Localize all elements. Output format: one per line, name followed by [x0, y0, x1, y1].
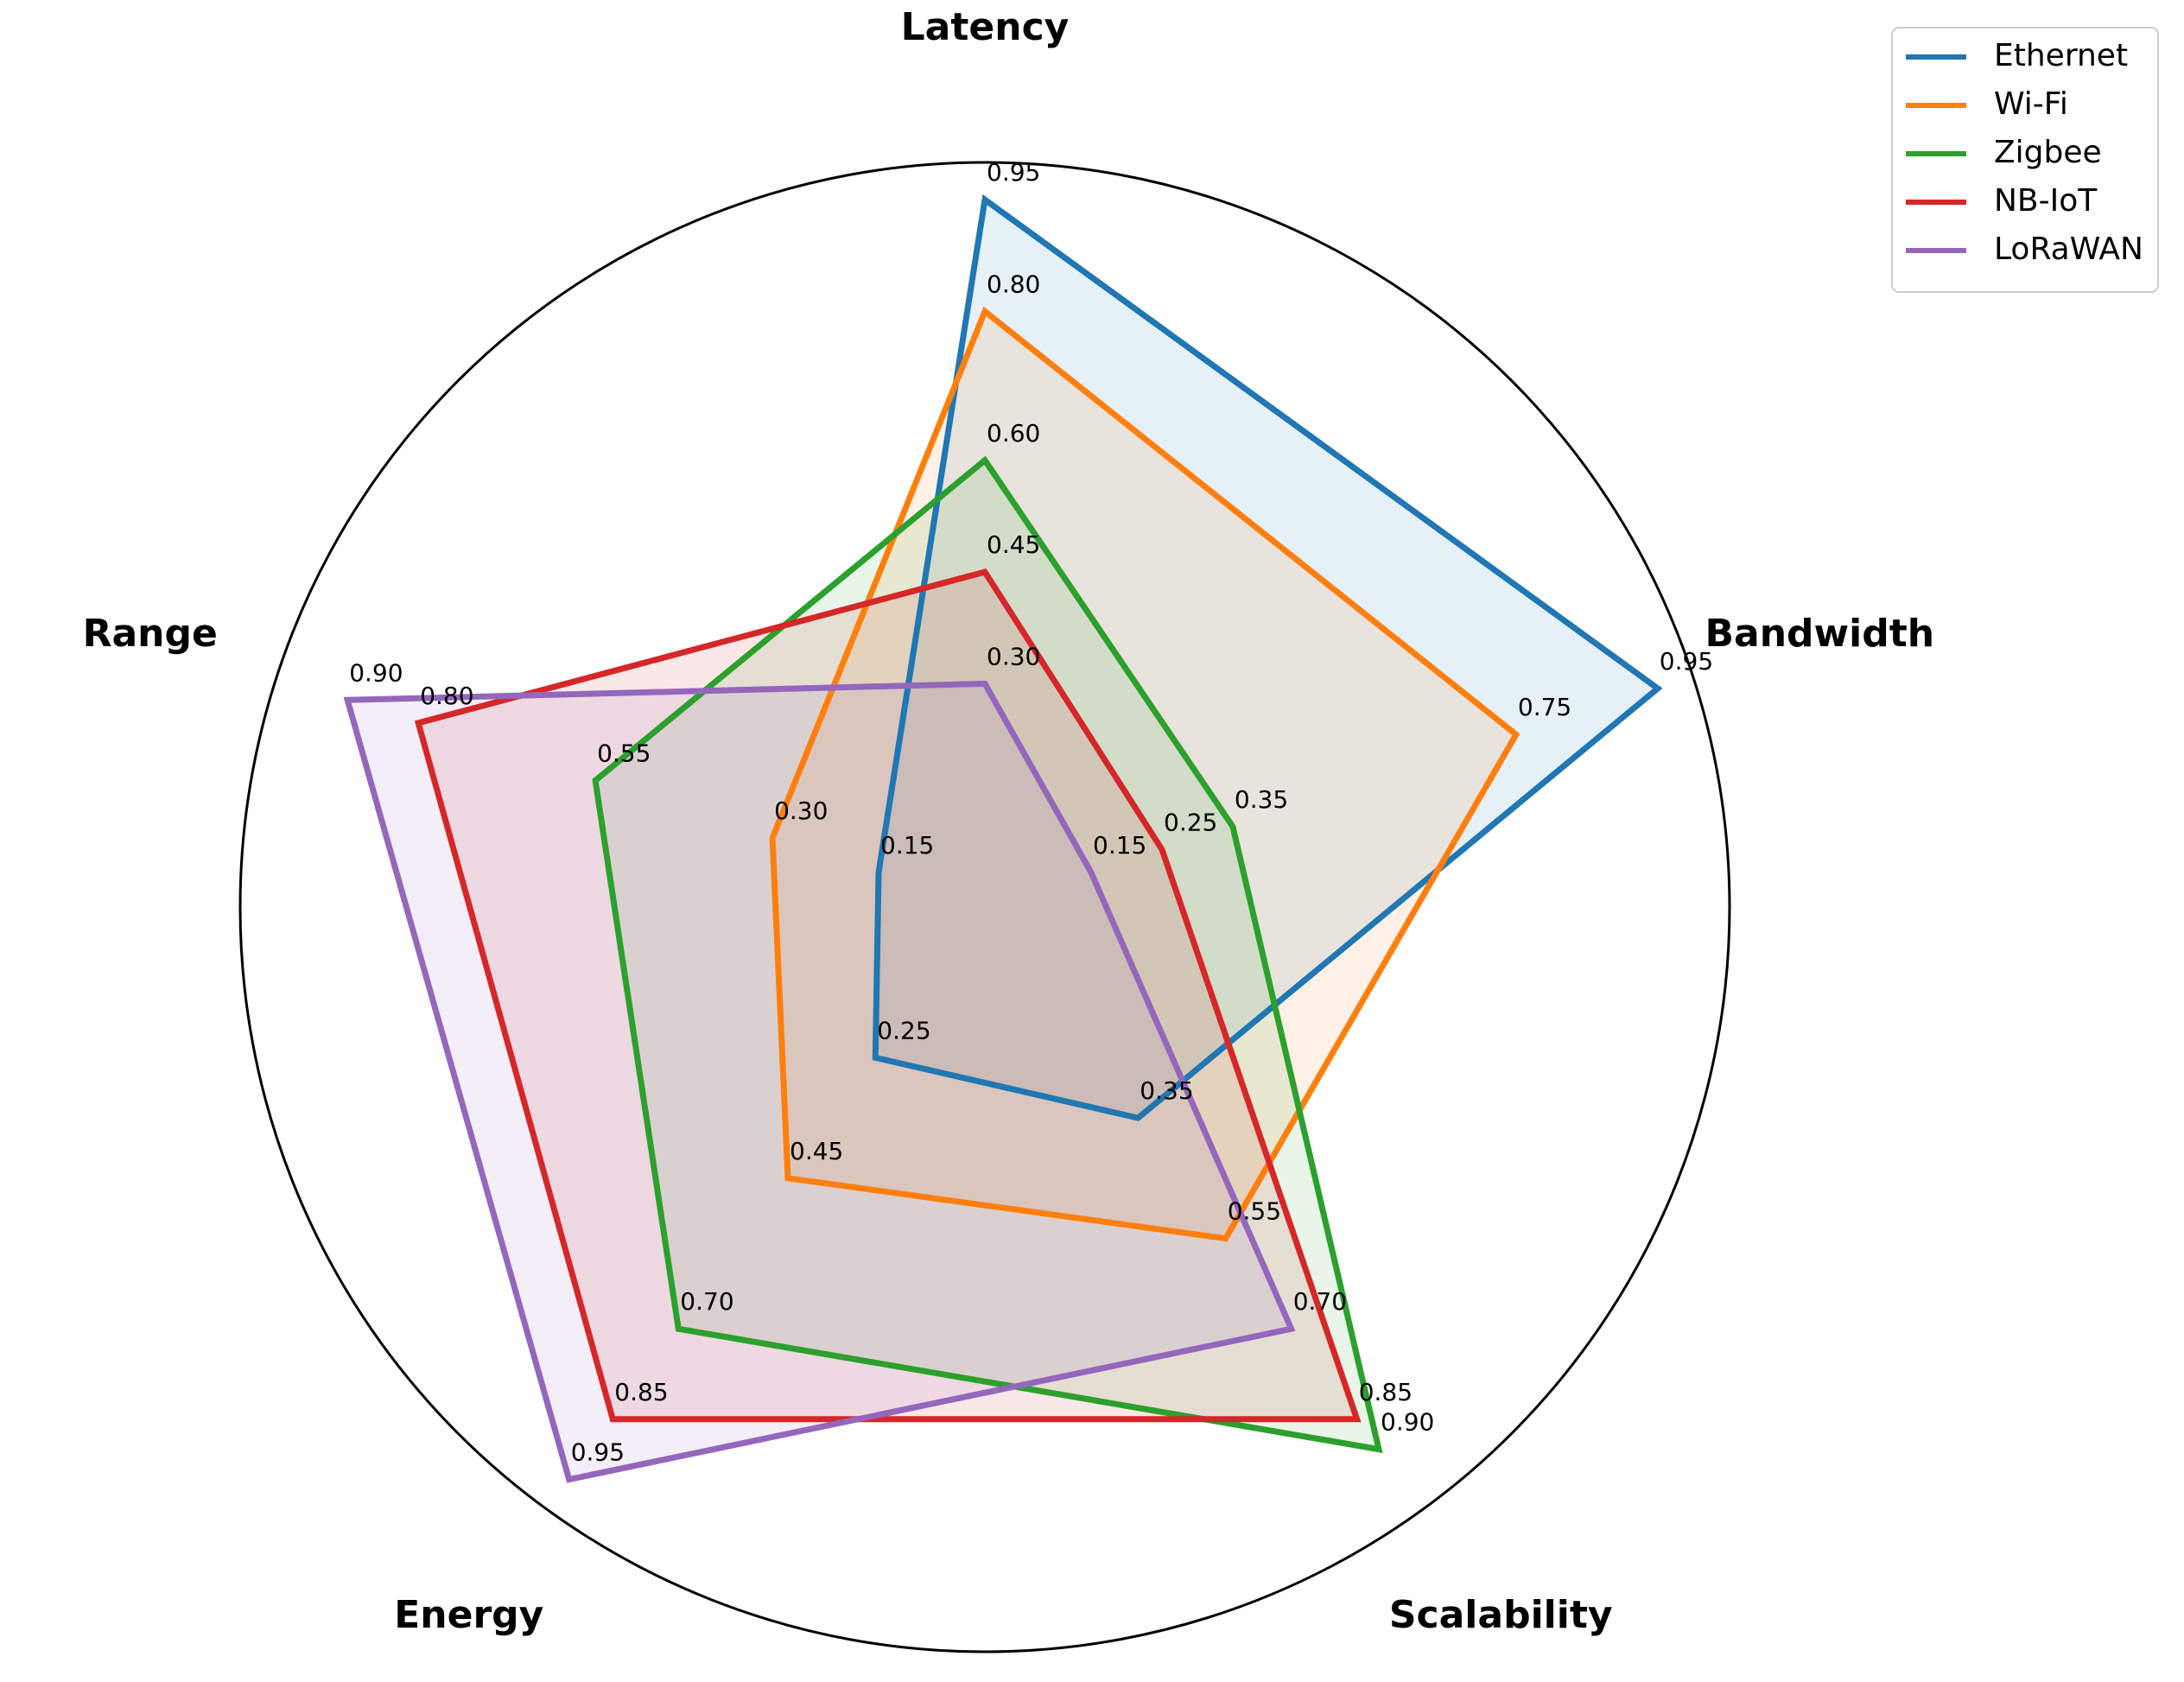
value-label: 0.95 [1660, 647, 1713, 676]
value-label: 0.45 [987, 530, 1040, 559]
value-label: 0.90 [349, 658, 403, 687]
value-label: 0.70 [1293, 1287, 1347, 1316]
value-label: 0.95 [987, 158, 1040, 187]
legend: Ethernet Wi-Fi Zigbee NB-IoT LoRaWAN [1891, 27, 2159, 293]
value-label: 0.30 [774, 797, 828, 825]
value-label: 0.25 [1164, 808, 1217, 836]
value-label: 0.85 [1359, 1378, 1413, 1406]
value-label: 0.30 [987, 642, 1040, 670]
value-label: 0.55 [597, 739, 651, 768]
series-lines [343, 194, 1663, 1483]
series-line-ethernet [872, 194, 1663, 1121]
value-label: 0.80 [420, 682, 473, 710]
axis-label-bandwidth: Bandwidth [1705, 612, 1934, 656]
value-label: 0.55 [1228, 1197, 1281, 1226]
axis-label-energy: Energy [394, 1593, 543, 1637]
value-labels: 0.95 0.80 0.60 0.45 0.30 0.95 0.75 0.35 0.25 0.15… [349, 158, 1713, 1466]
value-label: 0.60 [987, 419, 1040, 447]
series-fill-wi-fi [772, 311, 1516, 1239]
value-label: 0.45 [790, 1137, 843, 1165]
value-label: 0.95 [571, 1438, 625, 1467]
axis-label-scalability: Scalability [1389, 1593, 1613, 1637]
series-line-zigbee [592, 455, 1383, 1453]
series-line-wi-fi [769, 306, 1521, 1242]
value-label: 0.75 [1518, 693, 1571, 721]
legend-box [1891, 27, 2159, 293]
outer-circle [238, 161, 1731, 1653]
series-fills [347, 200, 1658, 1480]
value-label: 0.15 [880, 831, 934, 860]
axis-label-range: Range [83, 612, 218, 656]
legend-label-lorawan: LoRaWAN [1994, 232, 2143, 267]
series-fill-zigbee [595, 460, 1379, 1450]
value-label: 0.85 [614, 1378, 668, 1406]
value-label: 0.35 [1140, 1076, 1193, 1105]
series-fill-ethernet [875, 200, 1658, 1119]
series-fill-lorawan [347, 683, 1292, 1480]
value-label: 0.80 [987, 270, 1040, 298]
axis-labels: Latency Bandwidth Scalability Energy Range [83, 5, 1935, 1637]
value-label: 0.25 [877, 1016, 930, 1044]
value-label: 0.70 [680, 1287, 733, 1316]
series-fill-nb-iot [418, 572, 1357, 1419]
axis-label-latency: Latency [901, 5, 1070, 49]
legend-label-wi-fi: Wi-Fi [1994, 86, 2068, 122]
series-line-lorawan [343, 680, 1296, 1483]
value-label: 0.90 [1381, 1408, 1434, 1437]
legend-label-nb-iot: NB-IoT [1994, 183, 2098, 219]
legend-label-zigbee: Zigbee [1994, 135, 2102, 170]
value-label: 0.15 [1093, 831, 1146, 860]
legend-label-ethernet: Ethernet [1994, 38, 2128, 73]
value-label: 0.35 [1235, 785, 1288, 814]
